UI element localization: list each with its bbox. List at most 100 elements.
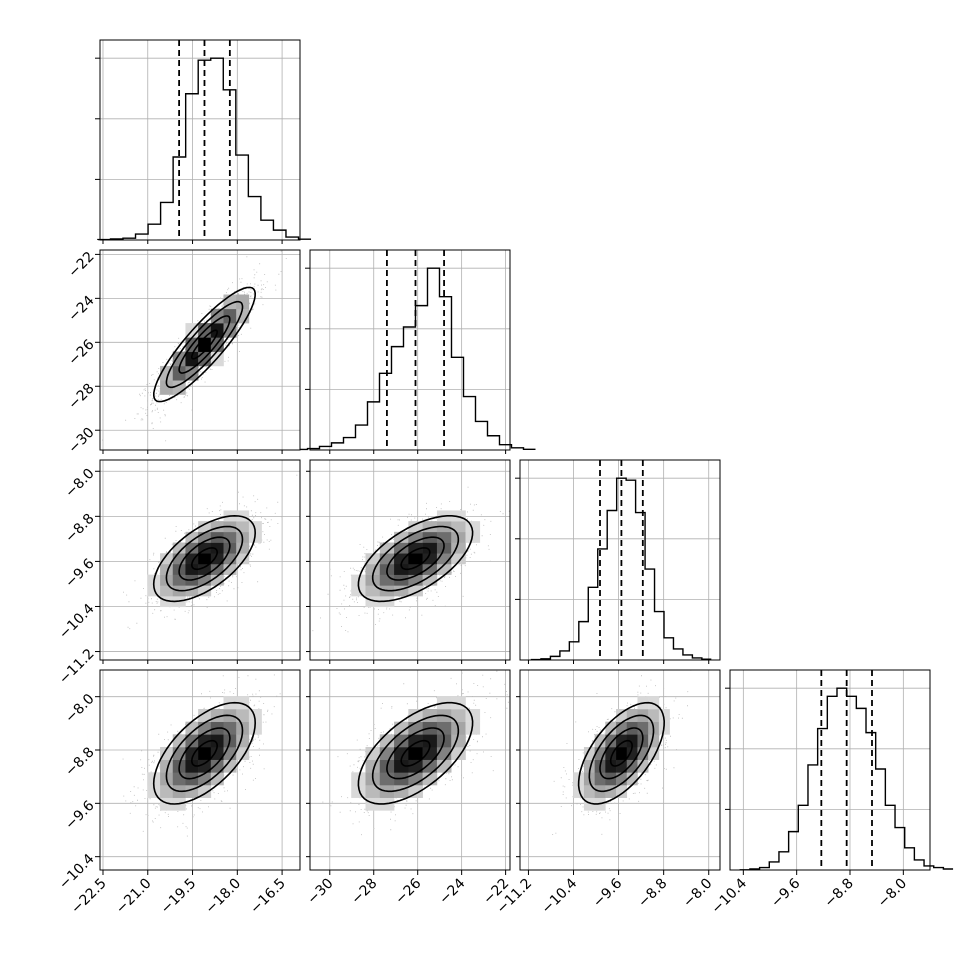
density-block bbox=[394, 585, 409, 597]
density-block bbox=[408, 734, 423, 748]
density-block bbox=[248, 521, 262, 533]
density-block bbox=[236, 521, 250, 533]
histogram-bin bbox=[856, 708, 866, 870]
x-tick-label: −24 bbox=[436, 875, 468, 907]
density-block bbox=[648, 696, 660, 710]
panel-content bbox=[310, 460, 510, 660]
histogram-bin bbox=[391, 347, 403, 450]
histogram-bin bbox=[355, 425, 367, 450]
panel-border bbox=[519, 459, 721, 661]
panel-frame bbox=[729, 669, 931, 871]
density-block bbox=[605, 721, 617, 735]
density-block bbox=[365, 553, 381, 565]
histogram-panel-1 bbox=[95, 39, 312, 241]
histogram-bin bbox=[818, 729, 828, 870]
density-block bbox=[573, 785, 585, 798]
x-tick-label: −10.4 bbox=[539, 875, 581, 917]
scatter-panel-4-3 bbox=[519, 669, 721, 871]
density-block bbox=[198, 337, 212, 352]
density-block bbox=[172, 574, 186, 586]
x-tick-label: −16.5 bbox=[247, 876, 289, 918]
contour-level bbox=[386, 727, 445, 780]
density-block bbox=[605, 759, 617, 773]
y-tick-label: −10.4 bbox=[56, 601, 98, 643]
x-tick-label: −8.8 bbox=[821, 876, 856, 911]
y-tick-label: −8.8 bbox=[62, 744, 97, 779]
panel-content bbox=[310, 670, 510, 870]
density-block bbox=[637, 759, 649, 773]
density-block bbox=[616, 772, 628, 786]
contour-level bbox=[190, 739, 219, 767]
density-block bbox=[185, 563, 199, 575]
contour-level bbox=[609, 739, 633, 767]
histogram-bin bbox=[789, 832, 799, 870]
histogram-bin bbox=[569, 642, 578, 660]
panel-border bbox=[309, 669, 511, 871]
contour-level bbox=[588, 714, 655, 793]
density-block bbox=[422, 747, 438, 760]
density-block bbox=[223, 721, 237, 735]
contour-level bbox=[357, 701, 474, 805]
histogram-bin bbox=[248, 197, 261, 240]
panel-frame bbox=[99, 39, 301, 241]
density-block bbox=[365, 596, 381, 608]
histogram-bin bbox=[827, 696, 837, 870]
histogram-bin bbox=[798, 805, 808, 870]
density-block bbox=[236, 294, 250, 310]
panel-border bbox=[729, 669, 931, 871]
density-block bbox=[172, 542, 186, 554]
panel-content bbox=[100, 250, 300, 450]
density-block bbox=[210, 734, 224, 748]
density-block bbox=[198, 709, 212, 722]
y-tick-label: −8.0 bbox=[62, 691, 97, 726]
density-block bbox=[465, 521, 481, 533]
density-block bbox=[160, 747, 174, 760]
density-block bbox=[394, 759, 409, 773]
histogram-bin bbox=[475, 421, 487, 450]
density-block bbox=[451, 696, 466, 710]
histogram-bin bbox=[148, 224, 161, 240]
histogram-bin bbox=[645, 569, 654, 660]
panel-content bbox=[520, 670, 720, 870]
x-tick-label: −30 bbox=[304, 876, 336, 908]
density-block bbox=[198, 585, 212, 597]
contour-level bbox=[371, 714, 460, 793]
density-block bbox=[583, 785, 595, 798]
histogram-bin bbox=[847, 696, 857, 870]
contour-level bbox=[165, 525, 244, 592]
x-tick-label: −9.6 bbox=[590, 875, 625, 910]
y-tick-label: −28 bbox=[65, 381, 97, 413]
histogram-bin bbox=[463, 397, 475, 450]
histogram-bin bbox=[415, 306, 427, 450]
density-block bbox=[436, 531, 452, 543]
density-block bbox=[408, 563, 423, 575]
density-block bbox=[594, 772, 606, 786]
contour-level bbox=[599, 727, 644, 780]
histogram-bin bbox=[136, 234, 149, 240]
density-block bbox=[436, 721, 452, 735]
histogram-step bbox=[739, 687, 954, 871]
density-block bbox=[594, 734, 606, 748]
density-block bbox=[583, 797, 595, 811]
density-block bbox=[210, 308, 224, 324]
density-block bbox=[185, 585, 199, 597]
density-block bbox=[198, 531, 212, 543]
density-block bbox=[185, 734, 199, 748]
density-block bbox=[637, 747, 649, 760]
x-tick-label: −26 bbox=[392, 875, 424, 907]
density-block bbox=[379, 574, 395, 586]
histogram-bin bbox=[837, 688, 847, 870]
density-block bbox=[605, 747, 617, 760]
panel-border bbox=[309, 459, 511, 661]
density-block bbox=[451, 747, 466, 760]
contour-level bbox=[165, 300, 244, 389]
density-block bbox=[451, 510, 466, 522]
density-block bbox=[422, 574, 438, 586]
y-tick-label: −30 bbox=[65, 425, 97, 457]
density-block bbox=[210, 574, 224, 586]
density-block bbox=[198, 747, 212, 760]
density-block bbox=[422, 563, 438, 575]
density-block bbox=[408, 553, 423, 565]
density-block bbox=[185, 747, 199, 760]
